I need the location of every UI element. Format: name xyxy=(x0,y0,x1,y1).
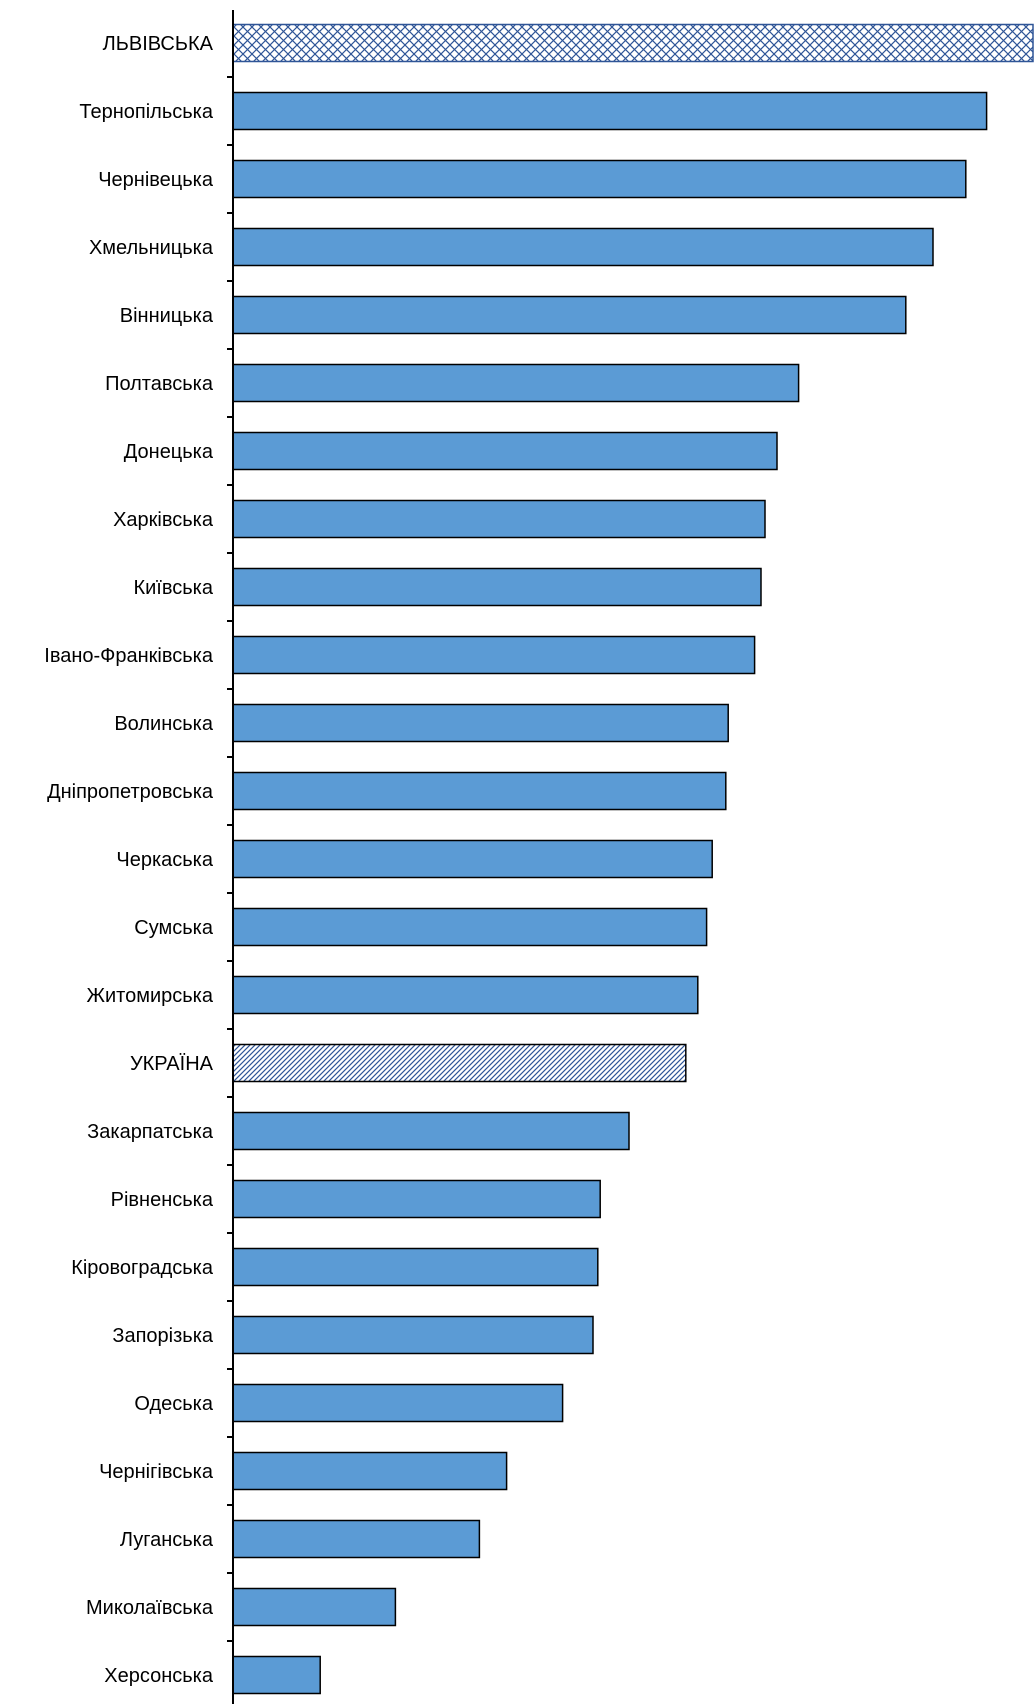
bar-сумська xyxy=(232,907,708,947)
category-label: Сумська xyxy=(134,917,214,939)
category-label: Житомирська xyxy=(87,985,214,1007)
category-label: Харківська xyxy=(113,509,214,531)
bar-кіровоградська xyxy=(232,1247,599,1287)
bars-layer xyxy=(232,23,1034,1695)
category-labels: ЛЬВІВСЬКА Тернопільська Чернівецька Хмельни… xyxy=(44,33,214,1687)
bar-київська xyxy=(232,567,762,607)
category-label: Рівненська xyxy=(111,1189,214,1211)
bar-харківська xyxy=(232,499,766,539)
bar-миколаївська xyxy=(232,1587,397,1627)
bar-україна xyxy=(232,1043,687,1083)
category-label: Чернігівська xyxy=(99,1461,214,1483)
category-label: Луганська xyxy=(120,1529,214,1551)
bar-донецька xyxy=(232,431,778,471)
category-label: Херсонська xyxy=(104,1665,214,1687)
category-label: Полтавська xyxy=(105,373,214,395)
bar-вінницька xyxy=(232,295,907,335)
bar-чернівецька xyxy=(232,159,967,199)
category-label: Волинська xyxy=(114,713,214,735)
y-axis xyxy=(227,10,234,1704)
category-label: Івано-Франківська xyxy=(44,645,214,667)
category-label: Закарпатська xyxy=(87,1121,214,1143)
bar-чернігівська xyxy=(232,1451,508,1491)
category-label: Київська xyxy=(133,577,213,599)
category-label: Дніпропетровська xyxy=(47,781,214,803)
category-label: Чернівецька xyxy=(98,169,214,191)
category-label: Тернопільська xyxy=(79,101,213,123)
category-label: Одеська xyxy=(134,1393,214,1415)
bar-одеська xyxy=(232,1383,564,1423)
category-label: ЛЬВІВСЬКА xyxy=(103,33,214,55)
bar-черкаська xyxy=(232,839,713,879)
category-label: Хмельницька xyxy=(89,237,214,259)
bar-запорізька xyxy=(232,1315,594,1355)
bar-житомирська xyxy=(232,975,699,1015)
category-label: Черкаська xyxy=(116,849,213,871)
category-label: Кіровоградська xyxy=(71,1257,214,1279)
bar-закарпатська xyxy=(232,1111,630,1151)
category-label: УКРАЇНА xyxy=(130,1053,214,1075)
bar-луганська xyxy=(232,1519,481,1559)
bar-львівська xyxy=(232,23,1034,63)
bar-івано-франківська xyxy=(232,635,756,675)
category-label: Миколаївська xyxy=(86,1597,214,1619)
bar-хмельницька xyxy=(232,227,934,267)
bar-дніпропетровська xyxy=(232,771,727,811)
category-label: Вінницька xyxy=(120,305,214,327)
bar-тернопільська xyxy=(232,91,988,131)
bar-рівненська xyxy=(232,1179,601,1219)
bar-полтавська xyxy=(232,363,800,403)
bar-волинська xyxy=(232,703,729,743)
bar-херсонська xyxy=(232,1655,321,1695)
category-label: Донецька xyxy=(124,441,214,463)
category-label: Запорізька xyxy=(112,1325,214,1347)
